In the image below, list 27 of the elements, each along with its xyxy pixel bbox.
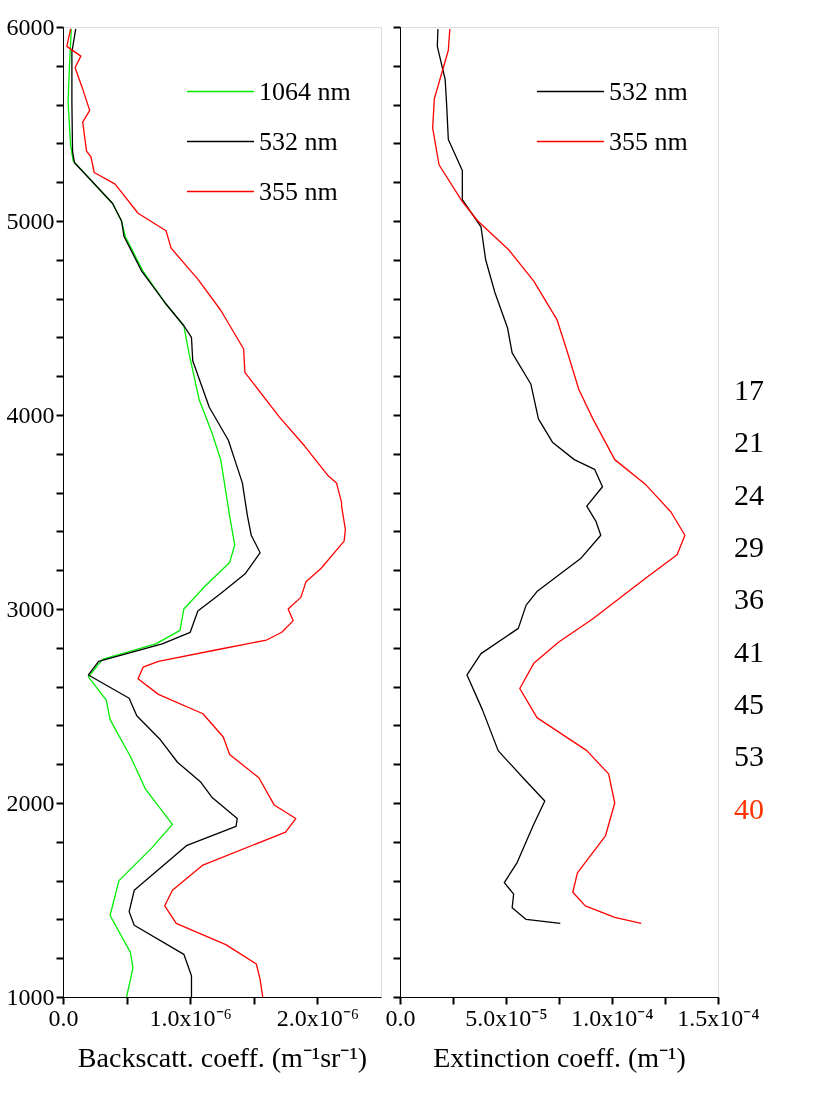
legend-label: 532 nm (259, 126, 338, 156)
x-tick-label: 0.0 (385, 1004, 416, 1031)
x-tick-label: 2.0x10⁻⁶ (276, 1004, 360, 1031)
x-axis-title: Backscatt. coeff. (m⁻¹sr⁻¹) (77, 1041, 368, 1073)
y-tick-label: 5000 (6, 207, 55, 234)
text: 53 (734, 739, 764, 773)
y-tick-label: 2000 (6, 789, 55, 816)
text: 36 (734, 582, 764, 616)
legend-label: 532 nm (609, 76, 688, 106)
y-tick-label: 3000 (6, 595, 55, 622)
text: 40 (734, 791, 764, 825)
x-tick-label: 1.5x10⁻⁴ (677, 1004, 760, 1031)
legend-label: 355 nm (259, 176, 338, 206)
x-tick-label: 1.0x10⁻⁶ (149, 1004, 232, 1031)
y-tick-label: 4000 (6, 401, 55, 428)
text: 17 (734, 372, 764, 406)
text: 21 (734, 425, 764, 459)
text: 41 (734, 634, 764, 668)
text: 45 (734, 687, 764, 721)
x-tick-label: 5.0x10⁻⁵ (465, 1004, 548, 1031)
x-tick-label: 1.0x10⁻⁴ (571, 1004, 654, 1031)
y-tick-label: 6000 (6, 13, 55, 40)
text: 24 (734, 477, 764, 511)
x-axis-title: Extinction coeff. (m⁻¹) (433, 1041, 686, 1073)
text: 29 (734, 529, 764, 563)
legend-label: 1064 nm (259, 76, 351, 106)
legend-label: 355 nm (609, 126, 688, 156)
